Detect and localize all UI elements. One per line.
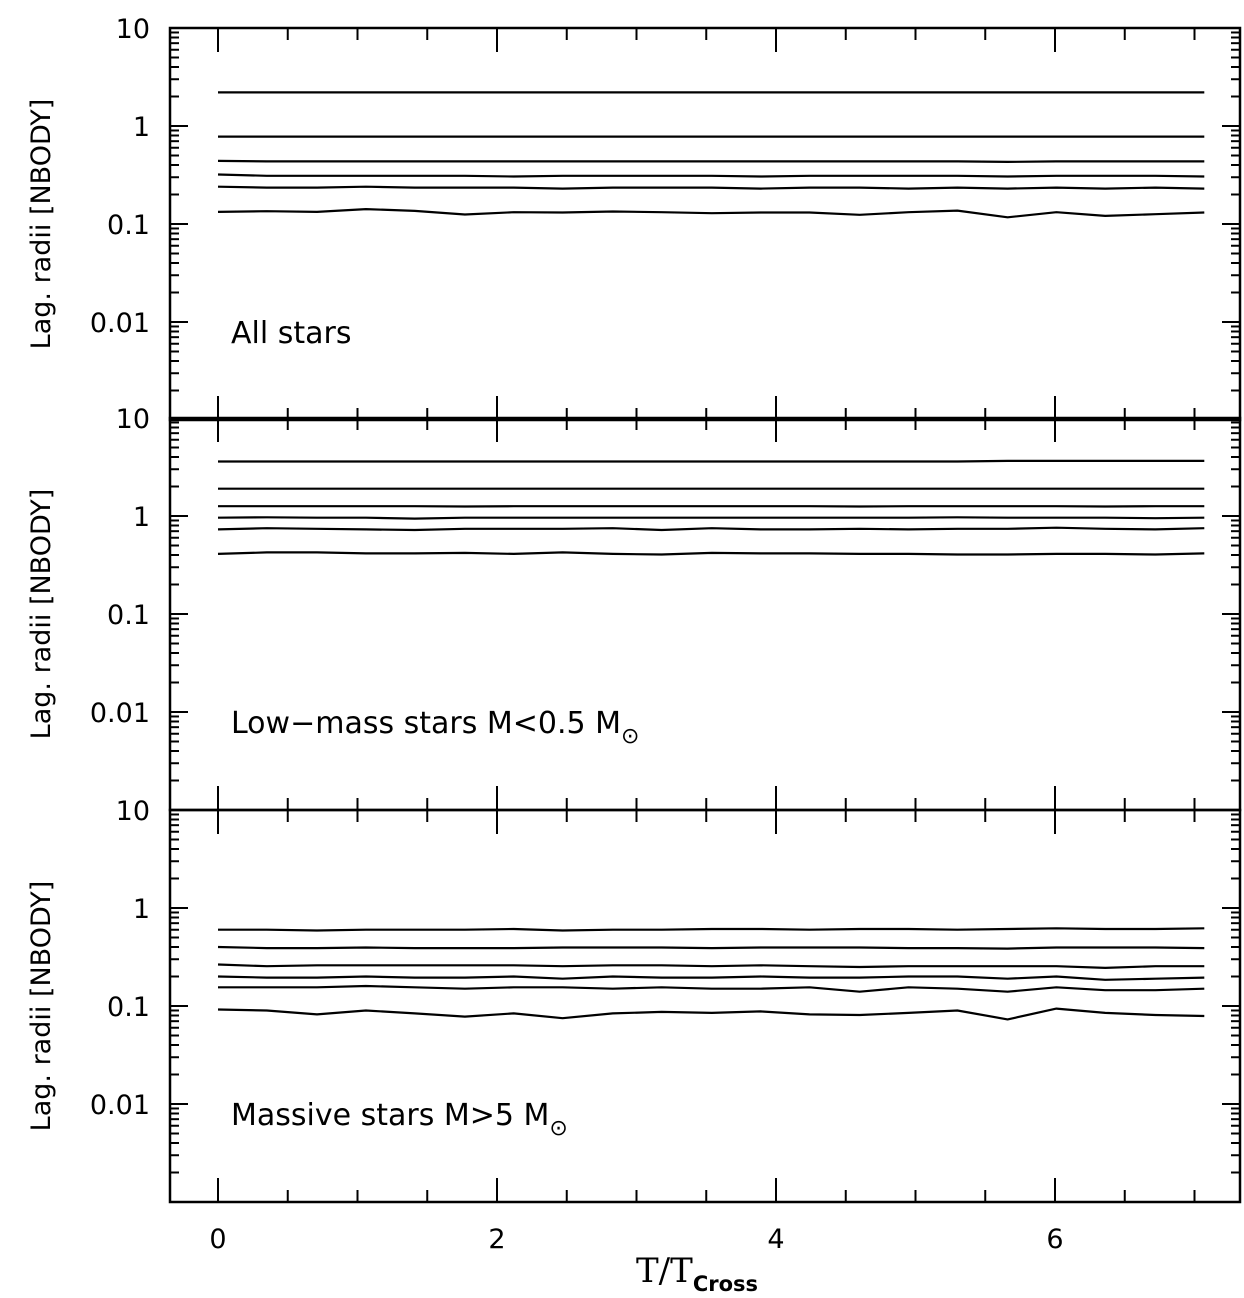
y-axis-label: Lag. radii [NBODY] [26,881,57,1132]
series-line-5 [217,526,1205,532]
x-axis-label: T/TCross [636,1251,758,1296]
sun-symbol: ⊙ [621,724,639,749]
y-tick-label: 1 [133,112,150,143]
series-line-1 [218,459,1205,463]
panel-2: 0.01 0.1 1 10 Lag. radii [NBODY] Low−mass sta… [26,404,1242,812]
series-line-1 [218,927,1205,932]
y-tick-label: 0.1 [107,210,150,241]
y-axis-label: Lag. radii [NBODY] [26,489,57,740]
y-tick-label: 0.1 [107,992,150,1023]
y-axis-label: Lag. radii [NBODY] [26,99,57,350]
y-tick-label: 10 [116,796,150,827]
series-line-4 [217,173,1205,178]
series-line-3 [217,159,1205,163]
series-line-4 [217,516,1205,520]
y-tick-label: 0.1 [107,600,150,631]
y-tick-label: 10 [116,14,150,45]
y-tick-label: 0.01 [90,698,150,729]
panel-3: 0.01 0.1 1 10 Lag. radii [NBODY] Massive star… [26,796,1242,1296]
y-tick-label: 1 [133,502,150,533]
series-line-6 [217,208,1205,219]
sun-symbol: ⊙ [549,1116,567,1141]
x-tick-label: 0 [209,1224,226,1255]
y-tick-label: 0.01 [90,1090,150,1121]
panel-label: All stars [231,316,351,351]
x-tick-label: 6 [1046,1224,1063,1255]
plot-frame [168,416,1242,812]
panel-1: 0.01 0.1 1 10 Lag. radii [NBODY] All stars [26,14,1242,422]
x-tick-label: 2 [488,1224,505,1255]
x-tick-label: 4 [767,1224,784,1255]
x-axis-label-subscript: Cross [693,1272,758,1296]
panel-label: Massive stars M>5 M⊙ [231,1098,568,1141]
series-line-2 [217,945,1205,950]
y-tick-label: 1 [133,894,150,925]
series-line-5 [217,185,1205,190]
panel-label: Low−mass stars M<0.5 M⊙ [231,706,639,749]
series-line-6 [217,551,1205,556]
series-line-4 [217,975,1205,981]
plot-frame [168,26,1242,422]
y-tick-label: 0.01 [90,308,150,339]
plot-frame [168,808,1242,1204]
series-line-3 [217,963,1205,970]
y-tick-label: 10 [116,404,150,435]
series-line-5 [218,984,1205,993]
series-line-6 [217,1007,1205,1021]
